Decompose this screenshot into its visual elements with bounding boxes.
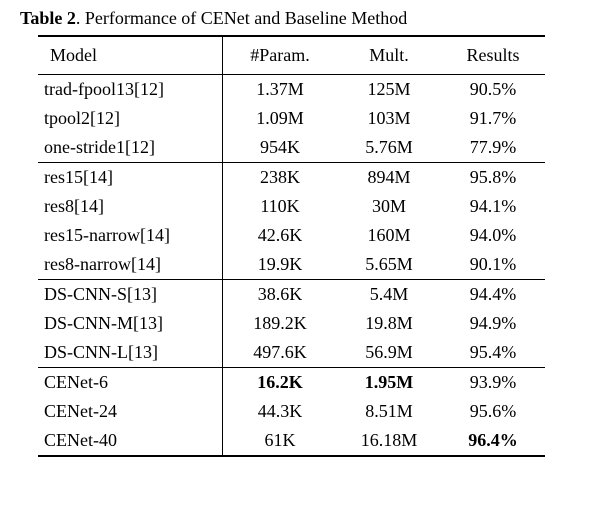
col-header-result: Results [441, 36, 545, 75]
cell-model: DS-CNN-M[13] [38, 309, 223, 338]
table-row: tpool2[12]1.09M103M91.7% [38, 104, 545, 133]
table-row: CENet-4061K16.18M96.4% [38, 426, 545, 456]
cell-param: 19.9K [223, 250, 338, 280]
cell-model: res8[14] [38, 192, 223, 221]
cell-mult: 1.95M [337, 368, 441, 398]
cell-param: 189.2K [223, 309, 338, 338]
table-caption-text: . Performance of CENet and Baseline Meth… [76, 8, 407, 28]
cell-mult: 125M [337, 75, 441, 105]
cell-mult: 5.65M [337, 250, 441, 280]
col-header-mult: Mult. [337, 36, 441, 75]
cell-model: trad-fpool13[12] [38, 75, 223, 105]
table-row: res8-narrow[14]19.9K5.65M90.1% [38, 250, 545, 280]
table-row: res15[14]238K894M95.8% [38, 163, 545, 193]
cell-mult: 894M [337, 163, 441, 193]
cell-mult: 19.8M [337, 309, 441, 338]
results-table: Model #Param. Mult. Results trad-fpool13… [38, 35, 545, 457]
cell-result: 91.7% [441, 104, 545, 133]
cell-result: 96.4% [441, 426, 545, 456]
cell-model: tpool2[12] [38, 104, 223, 133]
table-caption-label: Table 2 [20, 8, 76, 28]
cell-param: 110K [223, 192, 338, 221]
cell-param: 38.6K [223, 280, 338, 310]
cell-param: 42.6K [223, 221, 338, 250]
cell-mult: 103M [337, 104, 441, 133]
cell-param: 16.2K [223, 368, 338, 398]
cell-model: res8-narrow[14] [38, 250, 223, 280]
cell-mult: 5.4M [337, 280, 441, 310]
cell-model: CENet-6 [38, 368, 223, 398]
cell-result: 94.0% [441, 221, 545, 250]
cell-mult: 30M [337, 192, 441, 221]
cell-param: 1.09M [223, 104, 338, 133]
cell-result: 95.4% [441, 338, 545, 368]
cell-model: DS-CNN-S[13] [38, 280, 223, 310]
cell-mult: 16.18M [337, 426, 441, 456]
cell-result: 94.1% [441, 192, 545, 221]
cell-result: 90.5% [441, 75, 545, 105]
table-row: res15-narrow[14]42.6K160M94.0% [38, 221, 545, 250]
cell-result: 93.9% [441, 368, 545, 398]
col-header-model: Model [38, 36, 223, 75]
cell-param: 238K [223, 163, 338, 193]
cell-result: 94.4% [441, 280, 545, 310]
cell-result: 94.9% [441, 309, 545, 338]
cell-result: 95.8% [441, 163, 545, 193]
cell-param: 61K [223, 426, 338, 456]
table-header-row: Model #Param. Mult. Results [38, 36, 545, 75]
table-row: res8[14]110K30M94.1% [38, 192, 545, 221]
table-row: DS-CNN-M[13]189.2K19.8M94.9% [38, 309, 545, 338]
cell-model: one-stride1[12] [38, 133, 223, 163]
cell-model: res15-narrow[14] [38, 221, 223, 250]
table-row: trad-fpool13[12]1.37M125M90.5% [38, 75, 545, 105]
table-row: DS-CNN-S[13]38.6K5.4M94.4% [38, 280, 545, 310]
cell-model: CENet-40 [38, 426, 223, 456]
cell-mult: 56.9M [337, 338, 441, 368]
cell-param: 44.3K [223, 397, 338, 426]
table-row: CENet-2444.3K8.51M95.6% [38, 397, 545, 426]
cell-model: res15[14] [38, 163, 223, 193]
col-header-param: #Param. [223, 36, 338, 75]
table-row: one-stride1[12]954K5.76M77.9% [38, 133, 545, 163]
cell-param: 497.6K [223, 338, 338, 368]
cell-param: 954K [223, 133, 338, 163]
cell-mult: 8.51M [337, 397, 441, 426]
table-row: CENet-616.2K1.95M93.9% [38, 368, 545, 398]
cell-param: 1.37M [223, 75, 338, 105]
table-caption: Table 2. Performance of CENet and Baseli… [20, 8, 572, 29]
cell-model: DS-CNN-L[13] [38, 338, 223, 368]
cell-model: CENet-24 [38, 397, 223, 426]
table-row: DS-CNN-L[13]497.6K56.9M95.4% [38, 338, 545, 368]
cell-mult: 160M [337, 221, 441, 250]
cell-result: 77.9% [441, 133, 545, 163]
cell-result: 90.1% [441, 250, 545, 280]
cell-result: 95.6% [441, 397, 545, 426]
cell-mult: 5.76M [337, 133, 441, 163]
